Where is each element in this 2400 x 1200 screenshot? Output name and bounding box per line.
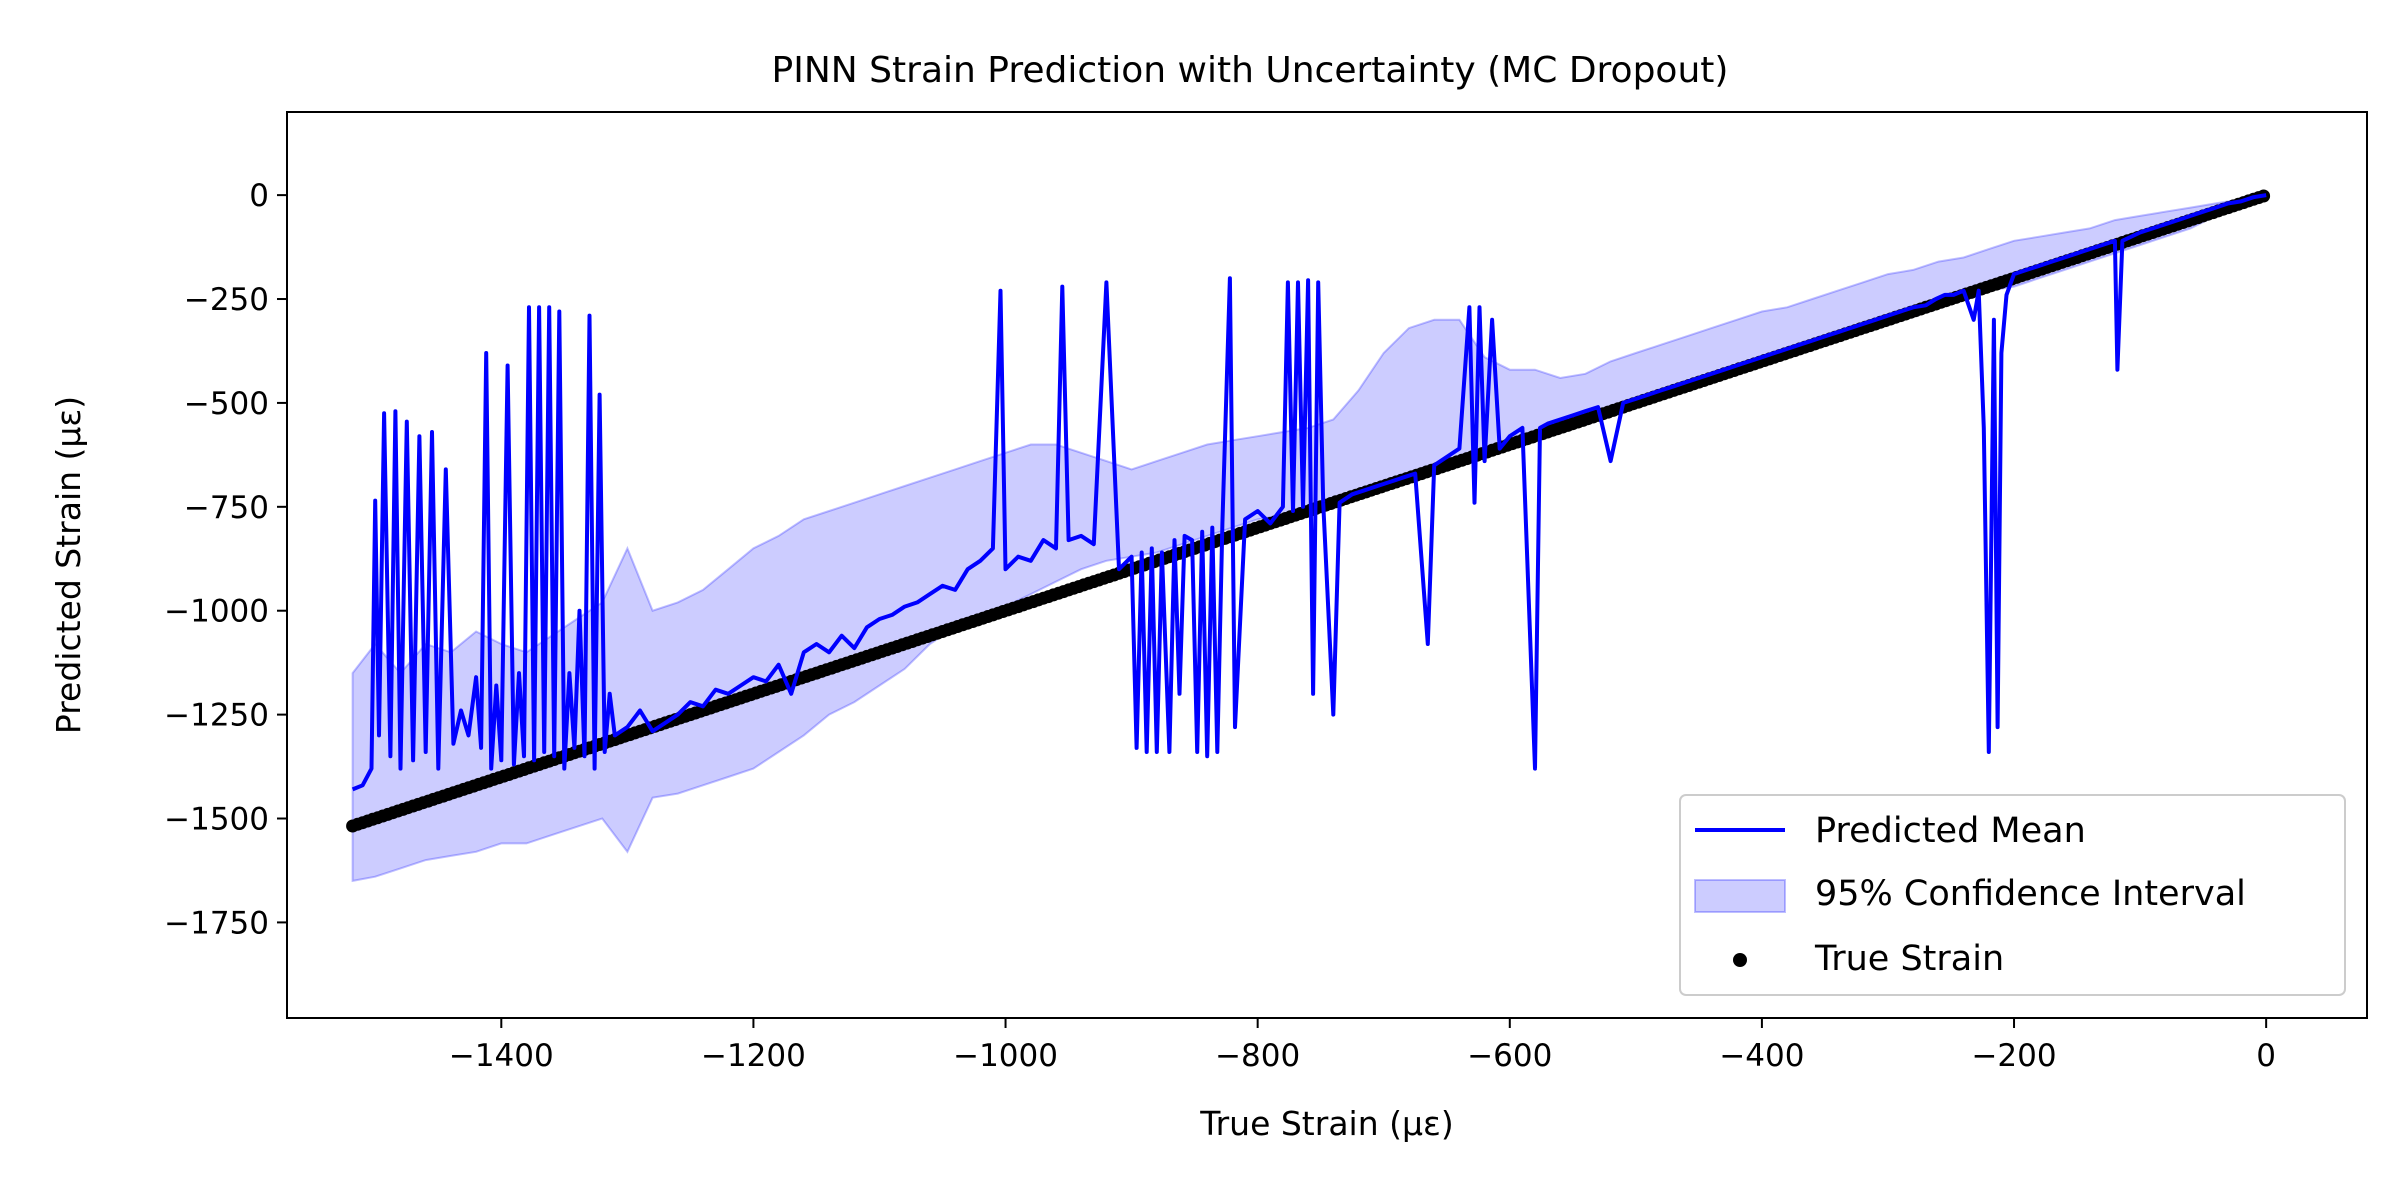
y-tick-label: −500 [184, 386, 269, 422]
y-tick-label: −250 [184, 282, 269, 318]
plot-frame [286, 111, 2368, 1019]
x-tick-label: −1000 [953, 1038, 1058, 1074]
y-tick-label: 0 [249, 178, 269, 214]
chart-title: PINN Strain Prediction with Uncertainty … [772, 50, 1729, 91]
legend: Predicted Mean 95% Confidence Interval T… [1679, 794, 2346, 996]
legend-swatch-confidence-interval [1694, 879, 1786, 913]
x-tick-label: −600 [1467, 1038, 1552, 1074]
x-tick-label: −800 [1215, 1038, 1300, 1074]
x-axis: −1400 −1200 −1000 −800 −600 −400 −200 0 [449, 1018, 2276, 1074]
predicted-mean-line [351, 193, 2267, 792]
y-tick-label: −1000 [164, 594, 269, 630]
legend-label-confidence-interval: 95% Confidence Interval [1815, 874, 2246, 914]
x-tick-label: 0 [2256, 1038, 2276, 1074]
y-axis-label: Predicted Strain (μɛ) [49, 396, 88, 734]
y-tick-label: −1750 [164, 905, 269, 941]
x-axis-label: True Strain (μɛ) [1199, 1104, 1453, 1143]
x-tick-label: −400 [1719, 1038, 1804, 1074]
x-tick-label: −1400 [449, 1038, 554, 1074]
legend-frame [1679, 794, 2346, 996]
y-tick-label: −1250 [164, 698, 269, 734]
y-tick-label: −750 [184, 490, 269, 526]
y-tick-label: −1500 [164, 802, 269, 838]
plot-area [346, 189, 2271, 883]
y-axis: 0 −250 −500 −750 −1000 −1250 −1500 −1750 [164, 178, 287, 941]
legend-label-true-strain: True Strain [1814, 939, 2004, 979]
x-tick-label: −1200 [701, 1038, 806, 1074]
legend-label-predicted-mean: Predicted Mean [1815, 811, 2086, 851]
x-tick-label: −200 [1971, 1038, 2056, 1074]
legend-swatch-true-strain [1733, 953, 1747, 967]
